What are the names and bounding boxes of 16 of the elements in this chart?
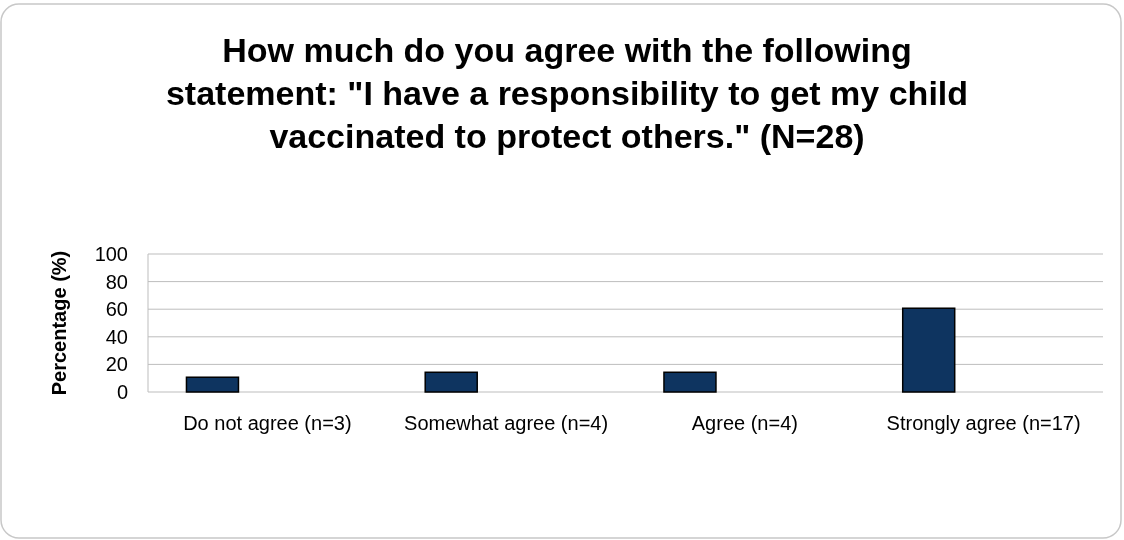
bar [663, 371, 717, 393]
y-axis-title: Percentage (%) [48, 250, 70, 396]
y-tick-label: 0 [116, 381, 128, 403]
y-tick-label: 20 [105, 353, 128, 376]
bar [185, 376, 240, 393]
y-tick-label: 40 [105, 325, 128, 348]
y-tick-label: 60 [105, 298, 128, 321]
y-tick-label: 100 [94, 243, 128, 265]
x-tick-label: Do not agree (n=3) [183, 412, 352, 434]
chart-title: How much do you agree with the following statement: "I have a responsibility to get my child vaccinated to protect others." (N=28) [165, 31, 969, 155]
y-tick-label: 80 [105, 270, 128, 293]
x-tick-label: Agree (n=4) [691, 412, 798, 434]
x-tick-label: Strongly agree (n=17) [886, 412, 1081, 434]
bar [424, 371, 478, 393]
x-tick-label: Somewhat agree (n=4) [404, 412, 609, 434]
bar [901, 307, 956, 393]
